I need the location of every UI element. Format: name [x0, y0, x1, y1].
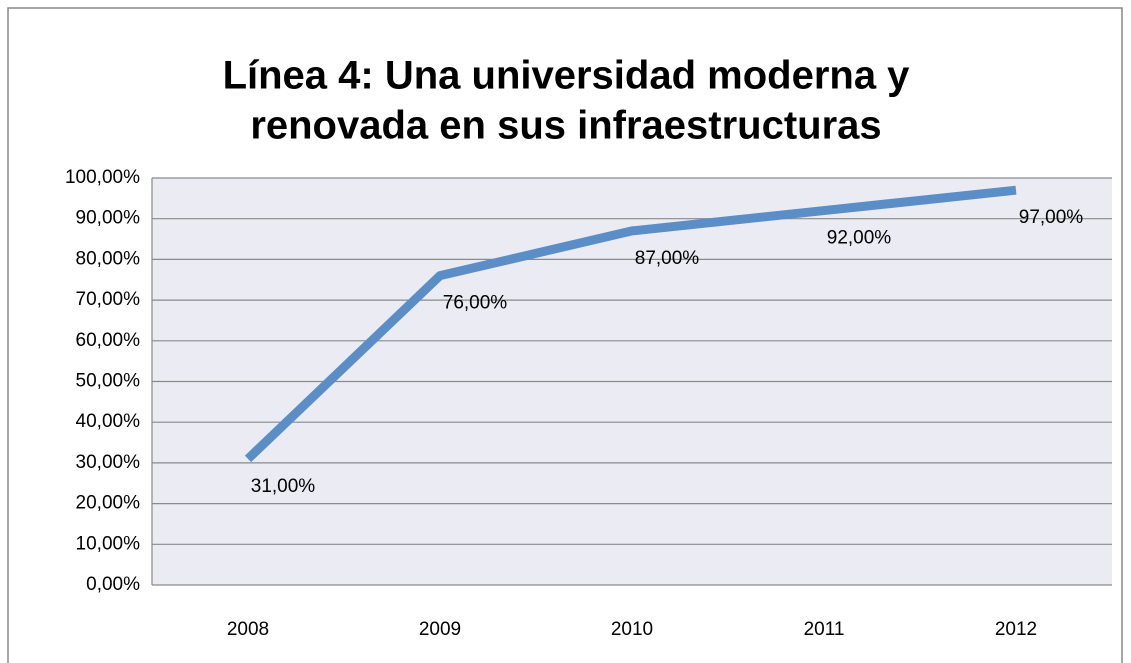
y-tick-label: 50,00%: [76, 371, 141, 392]
x-tick-label: 2012: [995, 619, 1037, 640]
y-tick-label: 30,00%: [76, 452, 141, 473]
y-tick-label: 40,00%: [76, 411, 141, 432]
x-tick-label: 2008: [227, 619, 269, 640]
x-tick-label: 2010: [611, 619, 653, 640]
y-tick-label: 0,00%: [86, 574, 140, 595]
data-label: 97,00%: [1019, 207, 1084, 228]
chart-title: renovada en sus infraestructuras: [250, 104, 881, 148]
data-label: 92,00%: [827, 228, 892, 249]
data-label: 76,00%: [443, 293, 508, 314]
y-tick-label: 90,00%: [76, 208, 141, 229]
y-tick-label: 60,00%: [76, 330, 141, 351]
data-label: 87,00%: [635, 248, 700, 269]
y-tick-label: 20,00%: [76, 493, 141, 514]
y-tick-label: 80,00%: [76, 248, 141, 269]
y-tick-label: 100,00%: [65, 167, 140, 188]
x-tick-label: 2009: [419, 619, 461, 640]
x-tick-label: 2011: [804, 619, 845, 640]
line: [244, 185, 1017, 463]
data-label: 31,00%: [251, 476, 316, 497]
y-tick-label: 10,00%: [76, 533, 141, 554]
chart-title: Línea 4: Una universidad moderna y: [223, 54, 911, 98]
y-tick-label: 70,00%: [76, 289, 141, 310]
